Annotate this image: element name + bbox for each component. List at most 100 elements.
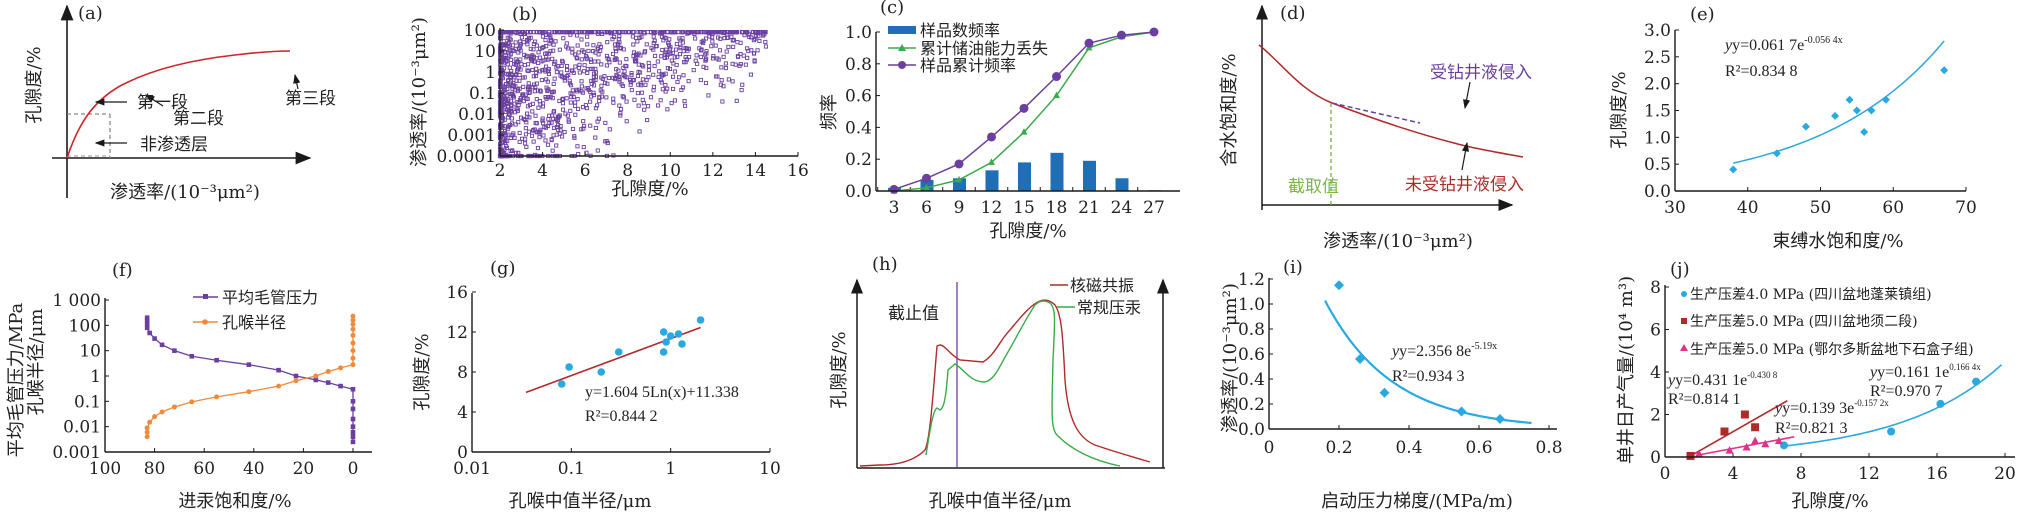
- y-tick-label: 1.0: [845, 23, 872, 43]
- scatter-point: [527, 115, 532, 120]
- scatter-point: [638, 70, 643, 75]
- scatter-point: [531, 139, 536, 144]
- data-point: [144, 321, 150, 327]
- scatter-point: [658, 78, 663, 83]
- data-point: [147, 419, 153, 425]
- panel-h-label: (h): [872, 254, 898, 275]
- x-tick-label: 10: [659, 161, 681, 181]
- data-point: [1052, 72, 1061, 82]
- scatter-point: [721, 84, 726, 89]
- scatter-point: [666, 41, 671, 46]
- scatter-point: [513, 40, 518, 45]
- scatter-point: [671, 86, 676, 91]
- scatter-point: [579, 127, 584, 132]
- scatter-point: [564, 64, 570, 69]
- bar: [1083, 160, 1096, 191]
- scatter-point: [526, 90, 531, 96]
- scatter-point: [595, 148, 600, 153]
- scatter-point: [662, 35, 667, 40]
- scatter-point: [554, 70, 559, 75]
- scatter-point: [597, 30, 602, 35]
- scatter-point: [535, 30, 540, 35]
- data-point: [1084, 38, 1094, 48]
- series-line: [146, 317, 354, 442]
- scatter-point: [643, 49, 648, 54]
- scatter-point: [560, 134, 565, 139]
- x-tick-label: 60: [1882, 198, 1904, 218]
- scatter-point: [501, 94, 506, 99]
- scatter-point: [614, 49, 619, 54]
- scatter-point: [733, 30, 738, 35]
- panel-d-label: (d): [1280, 3, 1306, 24]
- data-point: [350, 348, 356, 354]
- triangle-marker-icon: [1680, 344, 1688, 351]
- y-tick-label: 1.0: [1238, 295, 1265, 315]
- scatter-point: [550, 148, 555, 153]
- scatter-point: [545, 79, 550, 84]
- scatter-point: [636, 82, 641, 87]
- scatter-point: [584, 86, 589, 91]
- scatter-point: [675, 79, 680, 85]
- scatter-point: [557, 98, 562, 103]
- scatter-point: [634, 52, 639, 57]
- scatter-point: [628, 77, 633, 83]
- scatter-point: [551, 81, 556, 86]
- scatter-point: [604, 139, 609, 144]
- scatter-point: [554, 125, 559, 130]
- scatter-point: [604, 53, 610, 58]
- x-tick-label: 0.2: [1325, 438, 1352, 458]
- scatter-point: [523, 141, 528, 146]
- scatter-point: [519, 35, 524, 40]
- scatter-point: [684, 57, 689, 62]
- y-tick-label: 0.0001: [437, 147, 496, 167]
- x-tick-label: 0: [1264, 438, 1275, 458]
- scatter-point: [668, 51, 673, 56]
- scatter-point: [662, 55, 667, 60]
- panel-h-ylabel: 孔隙度/%: [829, 331, 850, 408]
- scatter-point: [516, 120, 521, 125]
- scatter-point: [617, 34, 622, 39]
- scatter-point: [642, 50, 647, 55]
- scatter-point: [551, 110, 556, 115]
- scatter-point: [635, 73, 640, 79]
- panel-f-xlabel: 进汞饱和度/%: [178, 491, 291, 512]
- scatter-point: [546, 95, 551, 100]
- panel-b-scatter: [497, 30, 769, 159]
- scatter-point: [503, 97, 508, 102]
- scatter-point: [622, 69, 627, 74]
- label-stage2: 第二段: [173, 109, 224, 129]
- scatter-point: [498, 84, 503, 89]
- scatter-point: [533, 120, 538, 126]
- scatter-point: [741, 53, 746, 58]
- scatter-point: [550, 56, 555, 61]
- bar: [1050, 152, 1064, 191]
- scatter-point: [686, 54, 692, 60]
- scatter-point: [568, 108, 573, 113]
- scatter-point: [726, 77, 731, 82]
- panel-e-r2: R²=0.834 8: [1725, 63, 1798, 80]
- scatter-point: [663, 89, 668, 94]
- scatter-point: [524, 38, 530, 43]
- scatter-point: [591, 43, 596, 48]
- scatter-point: [763, 44, 769, 49]
- scatter-point: [508, 98, 513, 103]
- panel-j-label: (j): [1670, 259, 1690, 280]
- scatter-point: [667, 47, 672, 52]
- scatter-point: [554, 143, 559, 148]
- scatter-point: [642, 107, 647, 112]
- label-cutoff: 截取值: [1288, 177, 1339, 197]
- data-point: [350, 416, 356, 422]
- panel-h: (h) 核磁共振 常规压汞 截止值 孔喉中值半径/μm 孔隙度/%: [829, 254, 1169, 512]
- scatter-point: [582, 63, 587, 68]
- scatter-point: [618, 113, 623, 118]
- scatter-point: [613, 42, 618, 47]
- arrow-stage3: [293, 73, 301, 90]
- data-point: [189, 399, 195, 405]
- data-point: [1845, 95, 1854, 104]
- panel-a-xlabel: 渗透率/(10⁻³μm²): [110, 182, 260, 203]
- legend-pressure-label: 平均毛管压力: [222, 288, 318, 307]
- scatter-point: [503, 30, 508, 35]
- scatter-point: [646, 75, 651, 80]
- data-point: [350, 355, 356, 361]
- bar: [1115, 178, 1129, 191]
